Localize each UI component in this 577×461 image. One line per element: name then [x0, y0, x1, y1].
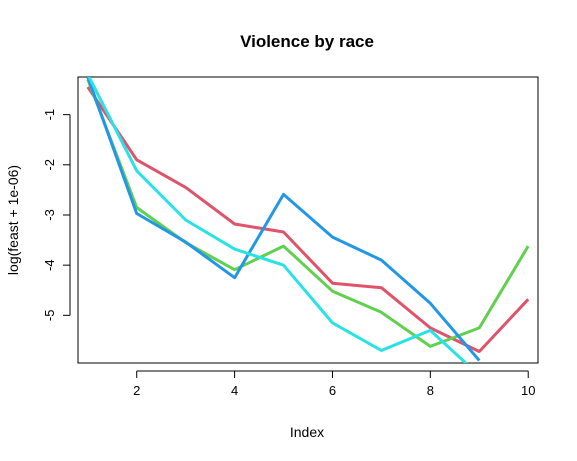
series-line-2 [86, 78, 530, 348]
x-tick-label: 10 [521, 383, 535, 398]
y-axis-label: log(feast + 1e-06) [5, 165, 21, 275]
y-tick-label: -4 [42, 259, 57, 271]
plot-frame [77, 76, 539, 364]
chart-title: Violence by race [240, 32, 374, 51]
x-tick-label: 8 [427, 383, 434, 398]
x-tick-label: 6 [329, 383, 336, 398]
x-tick-label: 2 [133, 383, 140, 398]
y-axis: -1 -2 -3 -4 -5 [42, 109, 71, 322]
series-line-1 [86, 86, 530, 353]
x-axis-label: Index [290, 424, 324, 440]
x-axis: 2 4 6 8 10 [133, 370, 535, 398]
y-tick-label: -5 [42, 310, 57, 322]
series-group [86, 77, 530, 363]
series-line-4 [87, 77, 468, 363]
series-line-3 [86, 77, 481, 362]
y-tick-label: -2 [42, 159, 57, 171]
y-tick-label: -3 [42, 209, 57, 221]
y-tick-label: -1 [42, 109, 57, 121]
x-tick-label: 4 [231, 383, 238, 398]
